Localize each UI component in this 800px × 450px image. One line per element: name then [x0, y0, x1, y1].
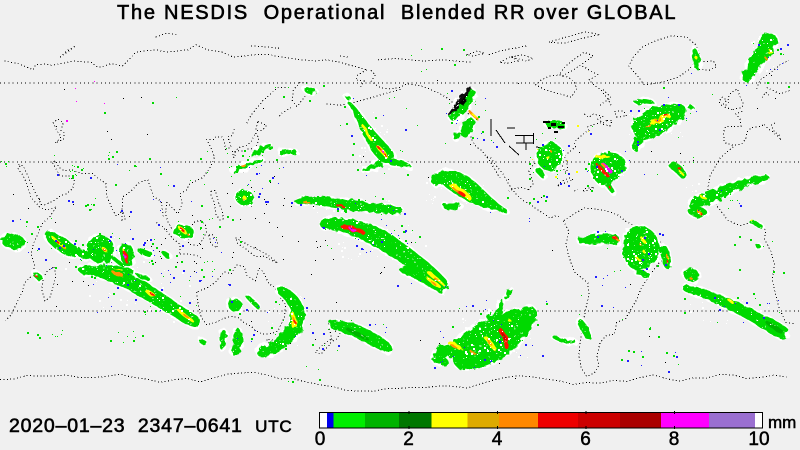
svg-text:6: 6 — [580, 429, 591, 450]
svg-text:2: 2 — [403, 429, 414, 450]
svg-text:10: 10 — [748, 429, 769, 450]
svg-text:mm: mm — [768, 413, 796, 432]
svg-text:0: 0 — [315, 429, 326, 450]
svg-text:8: 8 — [669, 429, 680, 450]
svg-text:4: 4 — [492, 429, 503, 450]
